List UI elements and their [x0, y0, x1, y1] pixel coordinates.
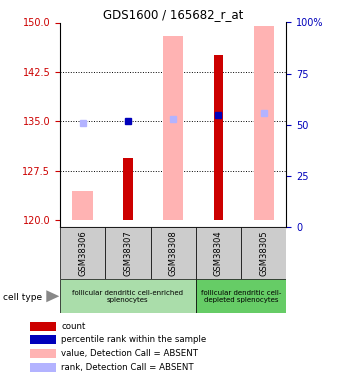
Text: GSM38304: GSM38304: [214, 230, 223, 276]
Text: percentile rank within the sample: percentile rank within the sample: [61, 335, 206, 344]
Text: GSM38306: GSM38306: [78, 230, 87, 276]
Text: GSM38307: GSM38307: [123, 230, 132, 276]
Bar: [60, 227, 105, 279]
Text: follicular dendritic cell-enriched
splenocytes: follicular dendritic cell-enriched splen…: [72, 290, 184, 303]
Bar: [30, 322, 56, 331]
Bar: [163, 36, 184, 220]
Bar: [30, 363, 56, 372]
Bar: [105, 227, 151, 279]
Bar: [30, 335, 56, 344]
Text: count: count: [61, 322, 85, 331]
Text: follicular dendritic cell-
depleted splenocytes: follicular dendritic cell- depleted sple…: [201, 290, 281, 303]
Bar: [60, 279, 196, 313]
Bar: [241, 227, 286, 279]
Bar: [30, 349, 56, 357]
Title: GDS1600 / 165682_r_at: GDS1600 / 165682_r_at: [103, 8, 244, 21]
Polygon shape: [46, 290, 59, 302]
Bar: [253, 26, 274, 220]
Text: rank, Detection Call = ABSENT: rank, Detection Call = ABSENT: [61, 363, 194, 372]
Text: GSM38305: GSM38305: [259, 230, 268, 276]
Bar: [72, 190, 93, 220]
Bar: [123, 158, 133, 220]
Bar: [213, 56, 224, 220]
Bar: [151, 227, 196, 279]
Text: GSM38308: GSM38308: [169, 230, 178, 276]
Text: cell type: cell type: [3, 293, 43, 302]
Bar: [196, 279, 286, 313]
Text: value, Detection Call = ABSENT: value, Detection Call = ABSENT: [61, 349, 198, 358]
Bar: [196, 227, 241, 279]
